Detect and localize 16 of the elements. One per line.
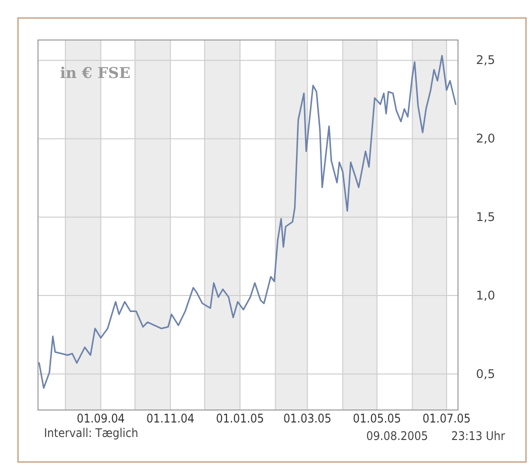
text: 23:13 Uhr (451, 429, 506, 443)
y-tick-label: 2,0 (476, 132, 496, 146)
x-tick-label: 01.11.04 (146, 412, 195, 426)
y-tick-label: 2,5 (476, 53, 496, 68)
x-tick-label: 01.05.05 (352, 412, 401, 426)
x-tick-label: 01.07.05 (422, 412, 471, 426)
y-tick-label: 0,5 (476, 366, 496, 381)
text: Intervall: Tæglich (44, 426, 138, 440)
x-tick-label: 01.03.05 (283, 412, 332, 426)
x-tick-label: 01.09.04 (76, 412, 125, 426)
y-tick-label: 1,5 (476, 210, 496, 224)
line-series (38, 54, 456, 389)
annotation: in € FSE (60, 64, 130, 82)
y-tick-label: 1,0 (476, 288, 496, 302)
x-tick-label: 01.01.05 (216, 412, 264, 426)
text: 09.08.2005 (366, 429, 428, 443)
